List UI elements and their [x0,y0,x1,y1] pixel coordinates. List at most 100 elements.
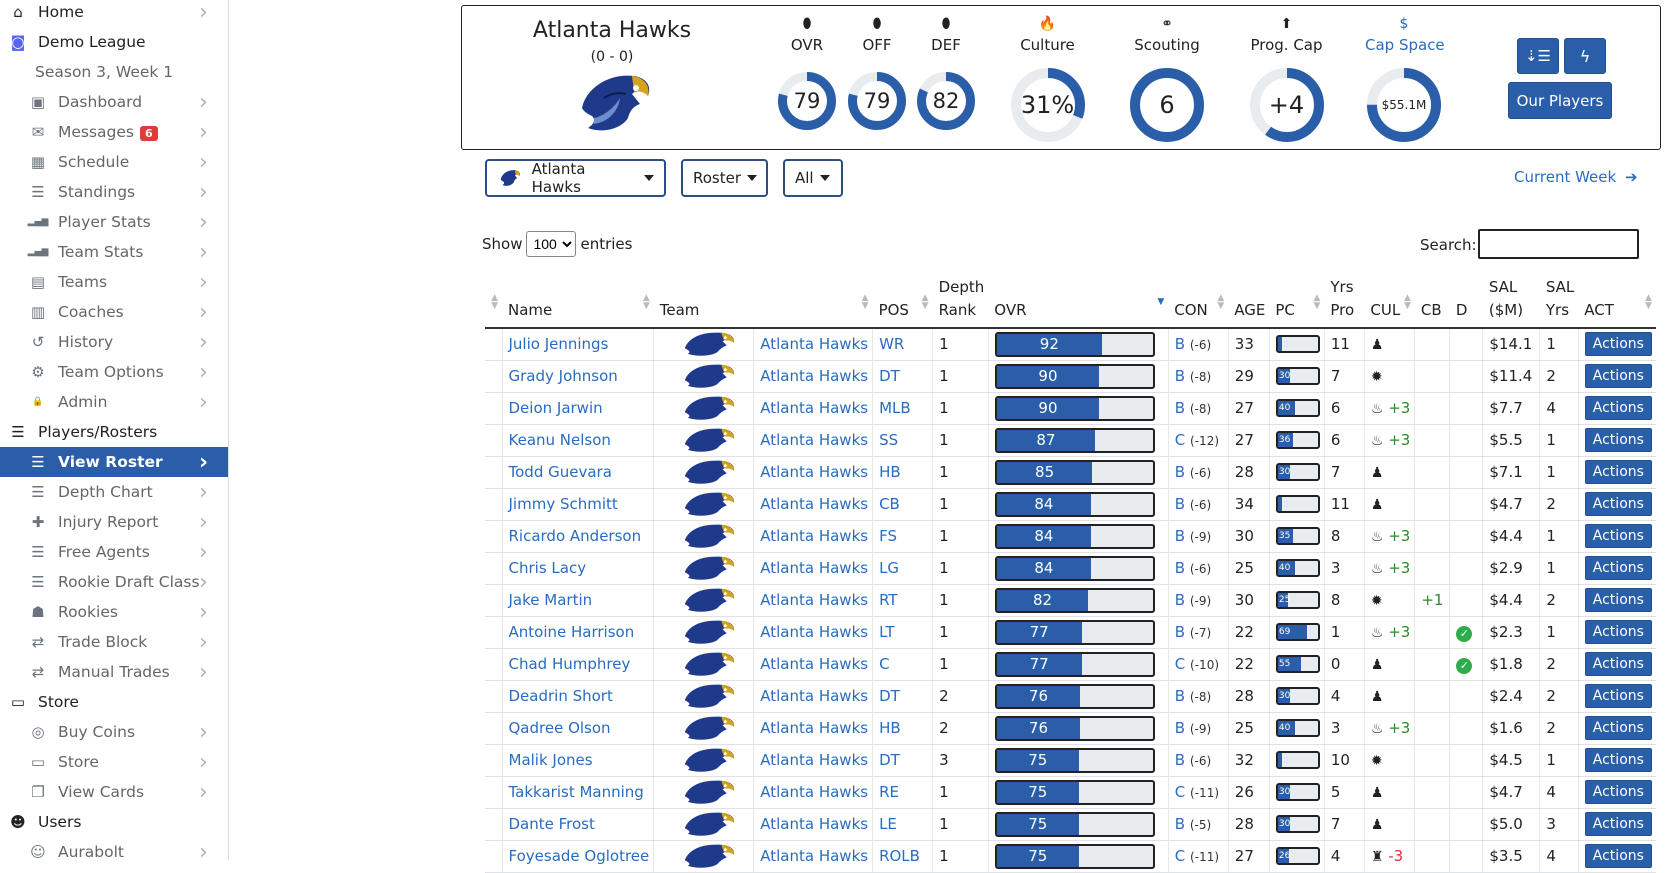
team-name-link[interactable]: Atlanta Hawks [760,527,869,545]
actions-button[interactable]: Actions [1584,748,1652,772]
team-name-link[interactable]: Atlanta Hawks [760,463,869,481]
sidebar-item-free-agents[interactable]: ☰ Free Agents › [0,537,228,567]
sidebar-item-teams[interactable]: ▤ Teams › [0,267,228,297]
col-header-sal-yrs[interactable]: SAL Yrs [1539,270,1579,329]
player-name-link[interactable]: Qadree Olson [508,719,611,737]
player-name-link[interactable]: Chad Humphrey [508,655,631,673]
player-name-link[interactable]: Dante Frost [508,815,595,833]
team-name-link[interactable]: Atlanta Hawks [760,335,869,354]
player-name-link[interactable]: Takkarist Manning [508,783,644,801]
sidebar-item-rookie-draft-class[interactable]: ☰ Rookie Draft Class › [0,567,228,597]
team-name-link[interactable]: Atlanta Hawks [760,655,869,673]
player-name-link[interactable]: Ricardo Anderson [508,527,642,545]
team-name-link[interactable]: Atlanta Hawks [760,847,869,865]
sidebar-item-rookies[interactable]: ☗ Rookies › [0,597,228,627]
position-link[interactable]: MLB [879,399,911,417]
actions-button[interactable]: Actions [1584,460,1652,484]
player-name-link[interactable]: Jimmy Schmitt [508,495,618,513]
sidebar-item-manual-trades[interactable]: ⇄ Manual Trades › [0,657,228,687]
actions-button[interactable]: Actions [1584,588,1652,612]
position-select-dropdown[interactable]: All [783,159,843,197]
our-players-button[interactable]: Our Players [1508,82,1612,119]
col-header-name[interactable]: Name ▲ ▼ [502,270,654,329]
actions-button[interactable]: Actions [1584,492,1652,516]
position-link[interactable]: DT [879,751,900,769]
sidebar-item-player-stats[interactable]: ▂▄▆ Player Stats › [0,207,228,237]
search-input[interactable] [1478,229,1639,259]
team-name-link[interactable]: Atlanta Hawks [760,719,869,737]
sidebar-item-view-roster[interactable]: ☰ View Roster › [0,447,228,477]
player-name-link[interactable]: Deion Jarwin [508,399,603,417]
player-name-link[interactable]: Jake Martin [508,591,593,609]
position-link[interactable]: ROLB [879,847,920,865]
current-week-link[interactable]: Current Week ➔ [1514,168,1638,186]
col-header-ovr[interactable]: OVR ▼ [988,270,1169,329]
col-header-yrs-pro[interactable]: Yrs Pro [1324,270,1365,329]
position-link[interactable]: LE [879,815,897,833]
position-link[interactable]: HB [879,463,901,481]
position-link[interactable]: SS [879,431,899,449]
position-link[interactable]: LG [879,559,900,577]
sort-button[interactable]: ⇣☰ [1517,38,1559,74]
position-link[interactable]: DT [879,367,900,385]
team-name-link[interactable]: Atlanta Hawks [760,431,869,449]
col-header-con[interactable]: CON ▲ ▼ [1168,270,1229,329]
sidebar-item-buy-coins[interactable]: ◎ Buy Coins › [0,717,228,747]
position-link[interactable]: DT [879,687,900,705]
actions-button[interactable]: Actions [1584,652,1652,676]
player-name-link[interactable]: Chris Lacy [508,559,587,577]
actions-button[interactable]: Actions [1584,428,1652,452]
position-link[interactable]: RE [879,783,899,801]
actions-button[interactable]: Actions [1584,780,1652,804]
col-header-act[interactable]: ACT ▲ ▼ [1578,270,1656,329]
position-link[interactable]: LT [879,623,895,641]
bolt-button[interactable]: ϟ [1564,38,1606,74]
position-link[interactable]: HB [879,719,901,737]
col-header-cul[interactable]: CUL ▲ ▼ [1364,270,1415,329]
position-link[interactable]: FS [879,527,897,545]
actions-button[interactable]: Actions [1584,812,1652,836]
sidebar-item-messages[interactable]: ✉ Messages 6 › [0,117,228,147]
position-link[interactable]: C [879,655,890,673]
player-name-link[interactable]: Keanu Nelson [508,431,611,449]
col-header-team[interactable]: Team ▲ ▼ [653,270,873,329]
col-header-d[interactable]: D [1449,270,1483,329]
col-header-cb[interactable]: CB [1414,270,1450,329]
team-name-link[interactable]: Atlanta Hawks [760,495,869,513]
sidebar-item-schedule[interactable]: ▦ Schedule › [0,147,228,177]
team-name-link[interactable]: Atlanta Hawks [760,751,869,769]
entries-select[interactable]: 100 [526,231,577,257]
col-header-pc[interactable]: PC ▲ ▼ [1269,270,1325,329]
sidebar-item-standings[interactable]: ☰ Standings › [0,177,228,207]
sidebar-item-trade-block[interactable]: ⇄ Trade Block › [0,627,228,657]
col-header-pos[interactable]: POS ▲ ▼ [872,270,933,329]
player-name-link[interactable]: Grady Johnson [508,367,618,385]
team-name-link[interactable]: Atlanta Hawks [760,559,869,577]
sidebar-item-history[interactable]: ↺ History › [0,327,228,357]
position-link[interactable]: RT [879,591,898,609]
sidebar-item-aurabolt[interactable]: ☺ Aurabolt › [0,837,228,861]
team-select-dropdown[interactable]: Atlanta Hawks [485,159,666,197]
actions-button[interactable]: Actions [1584,396,1652,420]
sidebar-item-dashboard[interactable]: ▣ Dashboard › [0,87,228,117]
team-name-link[interactable]: Atlanta Hawks [760,687,869,705]
player-name-link[interactable]: Julio Jennings [508,335,609,354]
sidebar-item-team-stats[interactable]: ▂▄▆ Team Stats › [0,237,228,267]
player-name-link[interactable]: Deadrin Short [508,687,613,705]
actions-button[interactable]: Actions [1584,524,1652,548]
view-select-dropdown[interactable]: Roster [681,159,768,197]
sidebar-item-injury-report[interactable]: ✚ Injury Report › [0,507,228,537]
actions-button[interactable]: Actions [1584,716,1652,740]
sidebar-item-coaches[interactable]: ▥ Coaches › [0,297,228,327]
actions-button[interactable]: Actions [1584,620,1652,644]
sidebar-item-home[interactable]: ⌂ Home › [0,0,228,27]
actions-button[interactable]: Actions [1584,684,1652,708]
player-name-link[interactable]: Malik Jones [508,751,593,769]
sidebar-item-depth-chart[interactable]: ☰ Depth Chart › [0,477,228,507]
team-name-link[interactable]: Atlanta Hawks [760,783,869,801]
col-header-index[interactable]: ▲ ▼ [485,270,502,329]
player-name-link[interactable]: Foyesade Oglotree [508,847,650,865]
sidebar-item-store[interactable]: ▭ Store › [0,747,228,777]
position-link[interactable]: CB [879,495,900,513]
position-link[interactable]: WR [879,335,905,354]
